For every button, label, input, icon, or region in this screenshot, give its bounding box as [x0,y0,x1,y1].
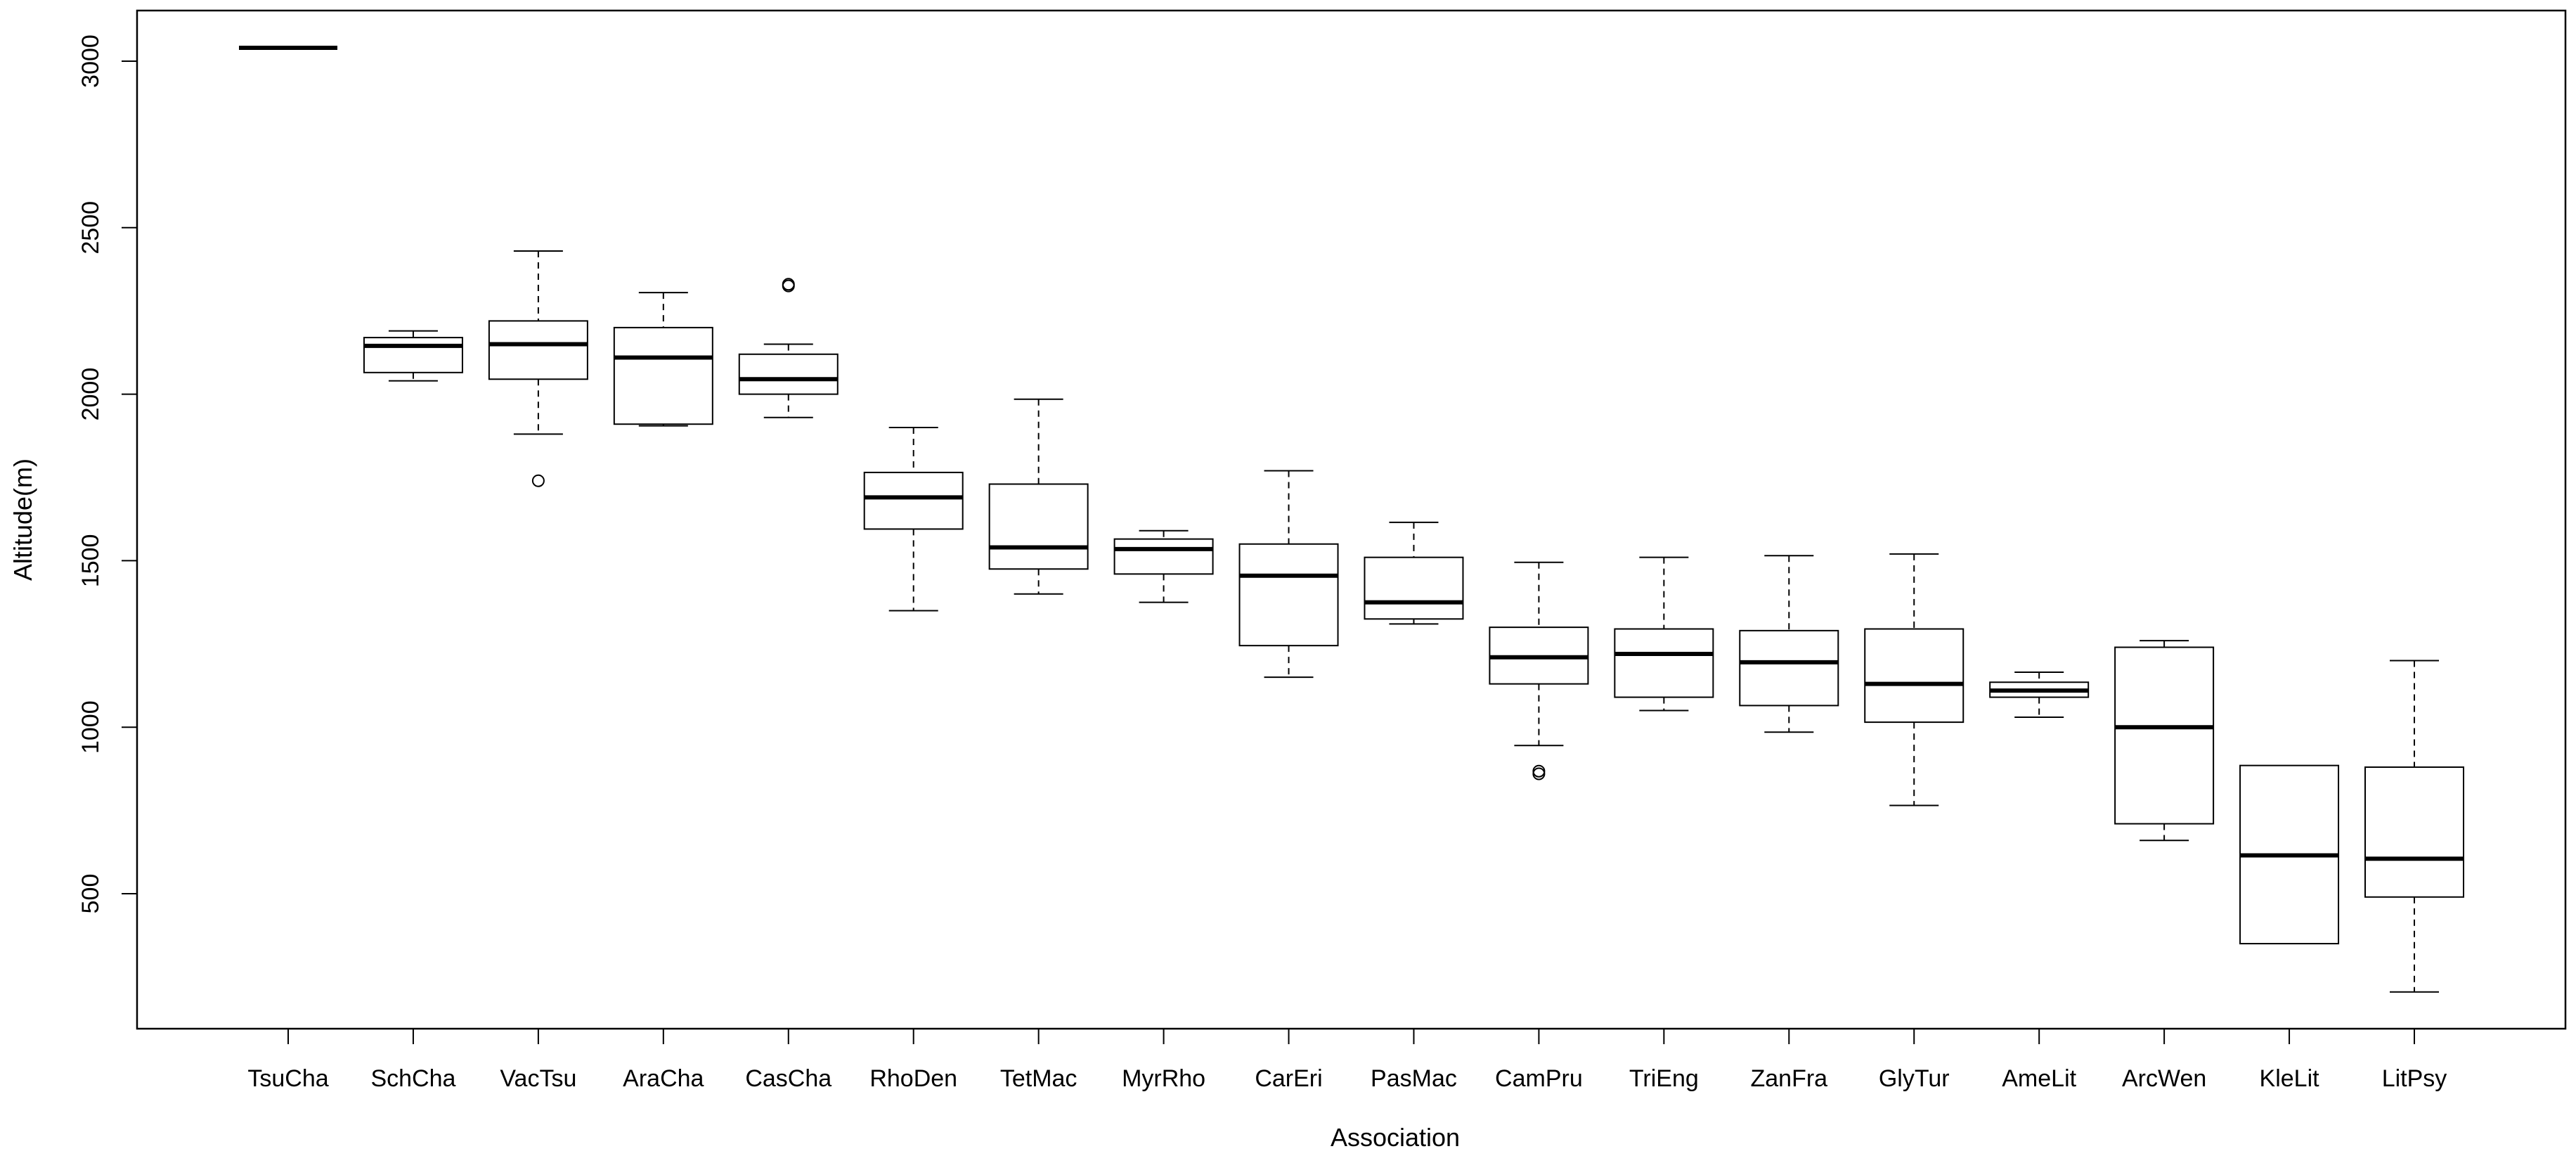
x-tick-label: VacTsu [500,1065,576,1092]
iqr-box [1238,543,1339,647]
iqr-box [488,320,588,380]
box-arcwen [2114,640,2215,842]
box-myrrho [1113,529,1214,603]
outlier-point [1532,767,1546,780]
x-axis-title: Association [1331,1123,1460,1152]
y-tick-label: 1000 [77,700,104,754]
box-aracha [613,292,713,427]
x-tick-label: AmeLit [2002,1065,2076,1092]
boxes-layer [239,46,2464,993]
y-tick-label: 2000 [77,368,104,421]
x-tick-label: TetMac [1000,1065,1077,1092]
x-tick-label: LitPsy [2382,1065,2447,1092]
iqr-box [363,337,463,373]
box-careri [1238,470,1339,679]
box-zanfra [1739,555,1839,733]
y-tick-label: 3000 [77,34,104,88]
outlier-point [782,278,795,291]
x-tick-label: CasCha [745,1065,831,1092]
x-tick-label: AraCha [623,1065,704,1092]
outlier-point [531,474,545,487]
x-tick-label: ZanFra [1750,1065,1827,1092]
x-tick-label: CarEri [1255,1065,1322,1092]
iqr-box [2114,646,2215,825]
iqr-box [1614,628,1714,698]
box-rhoden [863,426,964,612]
iqr-box [1113,538,1214,575]
x-tick-label: PasMac [1371,1065,1457,1092]
x-tick-label: ArcWen [2122,1065,2206,1092]
iqr-box [1864,628,1965,724]
x-tick-label: RhoDen [869,1065,957,1092]
y-tick-label: 1500 [77,534,104,588]
x-axis: TsuCha SchCha VacTsu AraCha CasCha RhoDen TetM… [247,1028,2447,1092]
box-tetmac [988,398,1089,595]
iqr-box [613,326,713,425]
outlier-point [1532,764,1546,778]
box-campru [1489,561,1589,780]
iqr-box [1739,629,1839,707]
x-tick-label: MyrRho [1122,1065,1205,1092]
box-litpsy [2364,660,2464,993]
box-trieng [1614,556,1714,712]
y-axis-title: Altitude(m) [8,458,37,581]
box-klelit [2239,764,2340,945]
box-schcha [363,330,463,382]
box-pasmac [1364,521,1464,625]
box-glytur [1864,553,1965,807]
box-cascha [738,278,839,418]
box-amelit [1989,672,2090,718]
x-tick-label: TriEng [1629,1065,1699,1092]
box-vactsu [488,250,588,487]
iqr-box [1364,556,1464,620]
iqr-box [988,483,1089,570]
y-tick-label: 500 [77,874,104,914]
plot-frame [136,9,2567,1030]
x-tick-label: CamPru [1495,1065,1583,1092]
x-tick-label: KleLit [2260,1065,2320,1092]
iqr-box [738,353,839,395]
x-tick-label: TsuCha [247,1065,328,1092]
y-tick-label: 2500 [77,201,104,255]
iqr-box [863,471,964,530]
x-tick-label: GlyTur [1879,1065,1950,1092]
iqr-box [2364,766,2464,898]
y-axis: 500 1000 1500 2000 2500 3000 [77,34,138,914]
x-tick-label: SchCha [370,1065,455,1092]
